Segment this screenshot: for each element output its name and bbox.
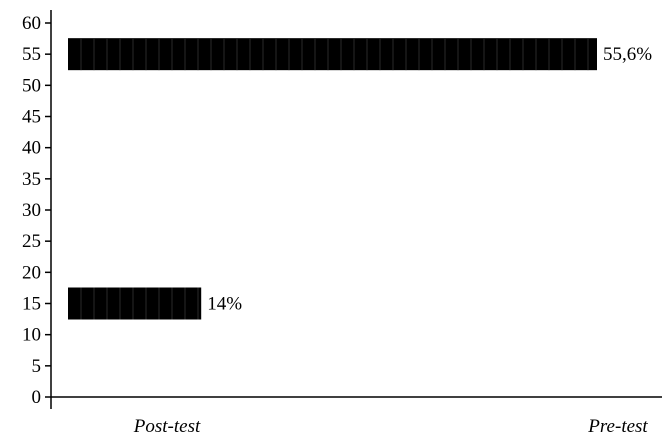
category-label-pre-test: Pre-test — [587, 416, 648, 437]
y-tick-label: 45 — [22, 107, 41, 128]
y-axis-ticks: 0 5 10 15 20 25 30 35 40 45 50 55 60 — [22, 13, 51, 408]
y-tick-label: 40 — [22, 138, 41, 159]
bar-0 — [68, 287, 202, 320]
y-tick-label: 20 — [22, 262, 41, 283]
bars-group: 14% 55,6% — [68, 38, 652, 320]
y-tick-label: 25 — [22, 231, 41, 252]
y-tick-label: 15 — [22, 294, 41, 315]
category-label-post-test: Post-test — [133, 416, 201, 437]
bar-value-label-0: 14% — [207, 294, 242, 315]
y-tick-label: 50 — [22, 75, 41, 96]
bar-value-label-1: 55,6% — [603, 44, 652, 65]
y-tick-label: 60 — [22, 13, 41, 34]
y-tick-label: 10 — [22, 325, 41, 346]
y-tick-label: 55 — [22, 44, 41, 65]
y-tick-label: 5 — [32, 356, 42, 377]
y-tick-label: 0 — [32, 387, 42, 408]
y-tick-label: 30 — [22, 200, 41, 221]
y-tick-label: 35 — [22, 169, 41, 190]
bar-1 — [68, 38, 597, 71]
